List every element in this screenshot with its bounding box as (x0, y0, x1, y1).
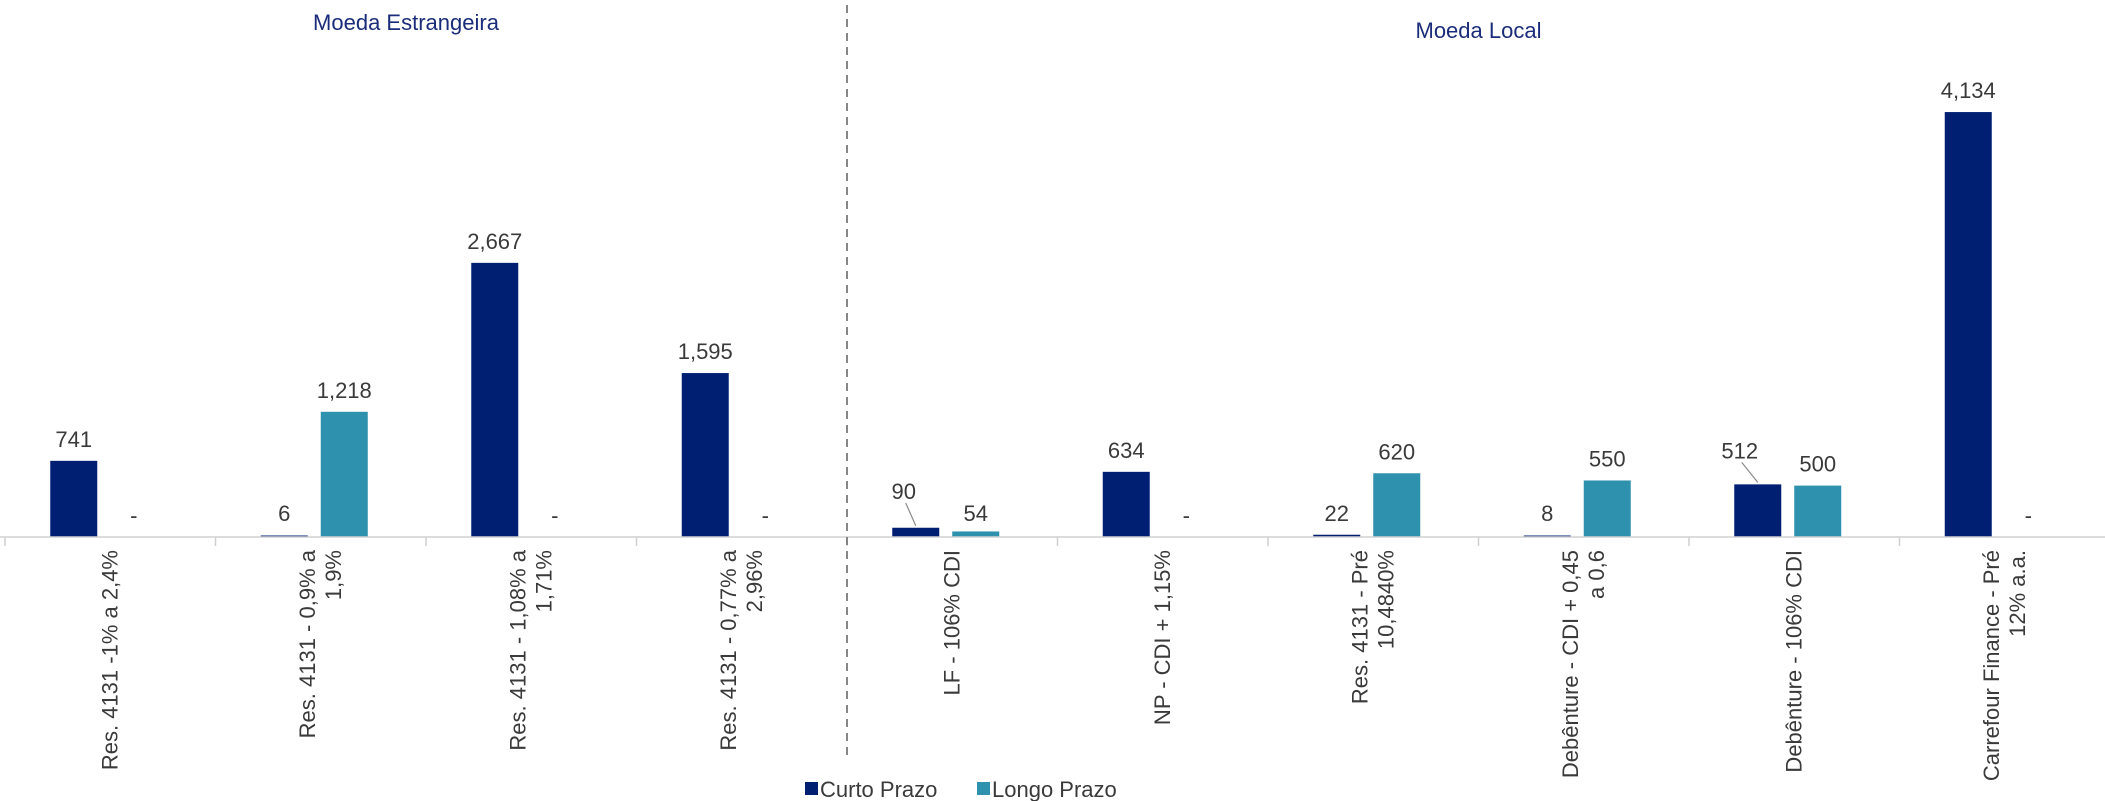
x-tick-label-2: Res. 4131 - 1,08% a 1,71% (505, 549, 556, 750)
x-tick-label-8: Debênture - 106% CDI (1781, 550, 1806, 773)
bar-longo-6 (1373, 473, 1421, 537)
bar-longo-7 (1583, 480, 1631, 537)
value-label-curto-9: 4,134 (1941, 78, 1996, 103)
x-tick-label-line: Res. 4131 - Pré (1347, 550, 1372, 704)
value-label-curto-3: 1,595 (678, 339, 733, 364)
bar-curto-9 (1944, 112, 1992, 537)
value-label-longo-4: 54 (964, 501, 988, 526)
bar-curto-5 (1102, 471, 1150, 537)
x-tick-label-line: 1,9% (321, 550, 346, 600)
section-header-0: Moeda Estrangeira (313, 10, 500, 35)
legend-label-longo-prazo: Longo Prazo (992, 777, 1117, 801)
label-leader-line (1741, 461, 1759, 483)
x-tick-label-line: Res. 4131 - 0,9% a (295, 549, 320, 738)
value-label-longo-3: - (762, 503, 769, 528)
bar-curto-6 (1313, 534, 1361, 537)
x-tick-label-7: Debênture - CDI + 0,45 a 0,6 (1558, 550, 1609, 778)
bar-curto-3 (681, 373, 729, 537)
value-label-curto-1: 6 (278, 501, 290, 526)
x-tick-label-line: Debênture - 106% CDI (1781, 550, 1806, 773)
value-label-curto-2: 2,667 (467, 229, 522, 254)
bar-curto-0 (50, 460, 98, 537)
x-tick-label-line: Res. 4131 - 1,08% a (505, 549, 530, 750)
legend-swatch-longo-prazo (977, 782, 990, 795)
value-label-longo-5: - (1183, 503, 1190, 528)
bars-group (50, 112, 1992, 537)
x-tick-label-line: 1,71% (531, 550, 556, 612)
value-labels: 741 - 6 1,218 2,667 - 1,595 - 90 54 634 - 22 620 8 550 5… (55, 78, 2032, 528)
value-label-longo-8: 500 (1799, 452, 1836, 477)
x-tick-label-4: LF - 106% CDI (939, 550, 964, 696)
value-label-longo-6: 620 (1378, 439, 1415, 464)
section-headers: Moeda Estrangeira Moeda Local (313, 5, 1541, 760)
legend: Curto Prazo Longo Prazo (805, 777, 1117, 801)
x-tick-label-3: Res. 4131 - 0,77% a 2,96% (716, 549, 767, 750)
bar-longo-8 (1794, 485, 1842, 537)
value-label-curto-0: 741 (55, 427, 92, 452)
x-tick-label-line: 10,4840% (1373, 550, 1398, 649)
x-tick-label-line: LF - 106% CDI (939, 550, 964, 696)
value-label-curto-8: 512 (1721, 438, 1758, 463)
x-tick-label-line: 2,96% (742, 550, 767, 612)
x-tick-label-line: Res. 4131 - 0,77% a (716, 549, 741, 750)
x-tick-label-5: NP - CDI + 1,15% (1150, 550, 1175, 725)
value-label-longo-9: - (2025, 503, 2032, 528)
x-tick-label-line: Res. 4131 -1% a 2,4% (97, 550, 122, 770)
bar-longo-1 (320, 411, 368, 537)
bar-longo-4 (952, 531, 1000, 537)
x-tick-label-9: Carrefour Finance - Pré 12% a.a. (1979, 550, 2030, 781)
value-label-curto-6: 22 (1325, 501, 1349, 526)
value-label-longo-2: - (551, 503, 558, 528)
value-label-longo-1: 1,218 (317, 378, 372, 403)
value-label-longo-7: 550 (1589, 446, 1626, 471)
label-leader-line (905, 502, 917, 526)
x-tick-label-line: Debênture - CDI + 0,45 (1558, 550, 1583, 778)
x-tick-label-line: Carrefour Finance - Pré (1979, 550, 2004, 781)
bar-curto-4 (892, 527, 940, 537)
x-tick-label-1: Res. 4131 - 0,9% a 1,9% (295, 549, 346, 738)
section-header-1: Moeda Local (1416, 18, 1542, 43)
value-label-longo-0: - (130, 503, 137, 528)
legend-label-curto-prazo: Curto Prazo (820, 777, 937, 801)
x-tick-label-line: 12% a.a. (2005, 550, 2030, 637)
value-label-curto-4: 90 (892, 479, 916, 504)
bar-curto-8 (1734, 484, 1782, 537)
x-tick-label-line: a 0,6 (1584, 550, 1609, 599)
value-label-curto-5: 634 (1108, 438, 1145, 463)
x-tick-label-6: Res. 4131 - Pré 10,4840% (1347, 550, 1398, 704)
value-label-curto-7: 8 (1541, 501, 1553, 526)
legend-swatch-curto-prazo (805, 782, 818, 795)
x-tick-label-line: NP - CDI + 1,15% (1150, 550, 1175, 725)
bar-curto-2 (471, 262, 519, 537)
x-tick-label-0: Res. 4131 -1% a 2,4% (97, 550, 122, 770)
x-axis (0, 536, 2105, 546)
x-tick-labels: Res. 4131 -1% a 2,4% Res. 4131 - 0,9% a 1,… (97, 549, 2030, 781)
